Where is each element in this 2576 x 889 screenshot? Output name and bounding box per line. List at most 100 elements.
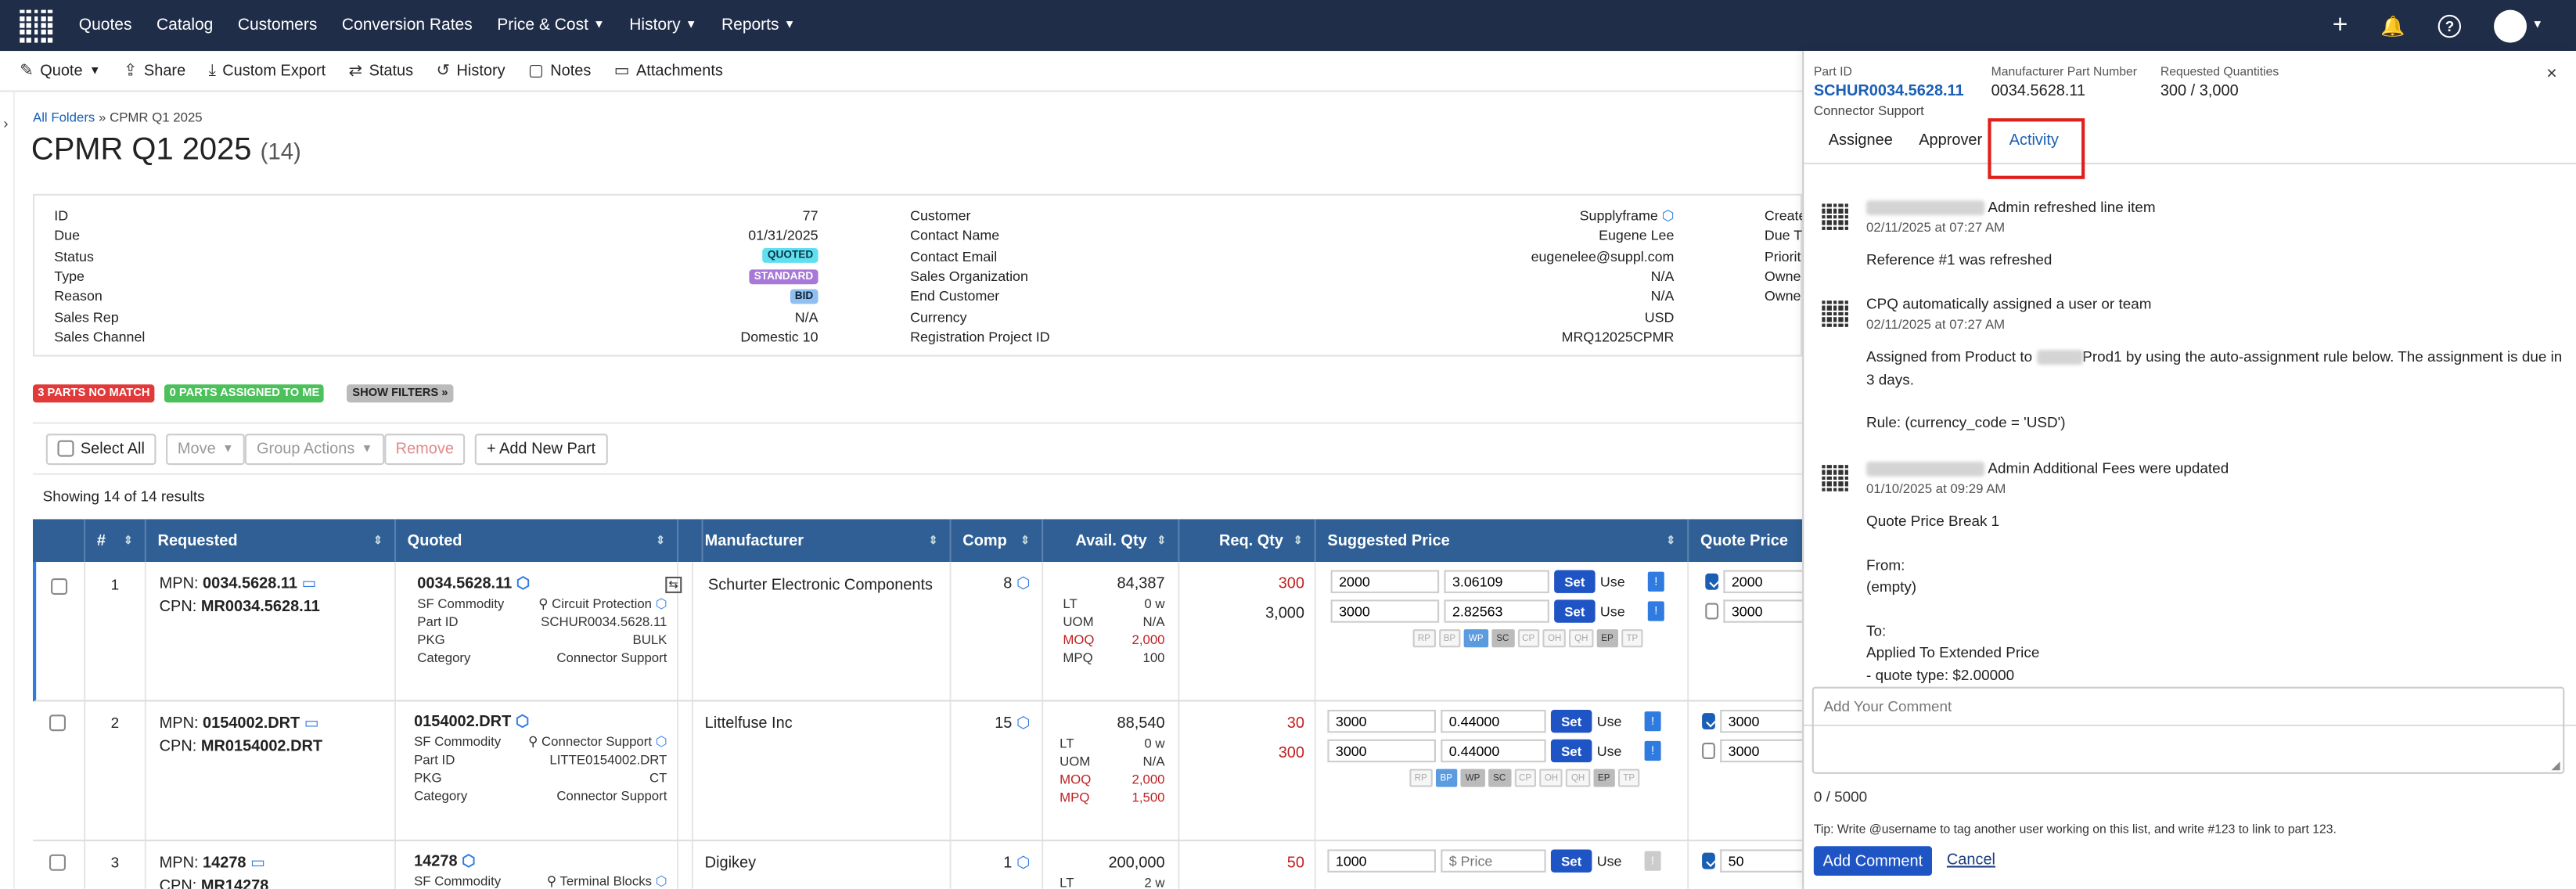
notes-button[interactable]: ▢ Notes	[528, 62, 591, 80]
header-manufacturer[interactable]: Manufacturer ⇕	[693, 519, 952, 563]
quote-menu-button[interactable]: ✎ Quote ▼	[20, 62, 100, 80]
user-menu[interactable]: ▼	[2494, 9, 2543, 42]
price-qty-input[interactable]	[1330, 599, 1440, 623]
resize-handle-icon[interactable]: ◢	[2551, 761, 2560, 772]
chip-wp[interactable]: WP	[1460, 768, 1485, 787]
set-button[interactable]: Set	[1554, 570, 1596, 593]
use-link[interactable]: Use	[1599, 573, 1625, 590]
chip-wp[interactable]: WP	[1463, 629, 1488, 648]
status-button[interactable]: ⇄ Status	[349, 62, 414, 80]
select-all-button[interactable]: Select All	[45, 433, 157, 465]
quoted-mpn[interactable]: 14278 ⬡	[414, 853, 667, 871]
comment-input[interactable]: Add Your Comment	[1811, 686, 2565, 774]
nav-price-cost[interactable]: Price & Cost ▼	[497, 16, 605, 34]
chip-bp[interactable]: BP	[1435, 768, 1458, 787]
row-checkbox[interactable]	[49, 714, 66, 732]
add-new-part-button[interactable]: + Add New Part	[475, 433, 607, 465]
chip-cp[interactable]: CP	[1513, 768, 1537, 787]
use-link[interactable]: Use	[1596, 852, 1622, 869]
price-qty-input[interactable]	[1327, 739, 1436, 763]
set-button[interactable]: Set	[1550, 849, 1592, 873]
chip-tp[interactable]: TP	[1617, 768, 1640, 787]
chip-ep[interactable]: EP	[1596, 629, 1618, 648]
quote-price-checkbox[interactable]	[1705, 603, 1719, 620]
price-value-input[interactable]	[1444, 570, 1549, 593]
chip-cp[interactable]: CP	[1516, 629, 1540, 648]
quote-price-checkbox[interactable]	[1702, 742, 1715, 759]
quoted-mpn[interactable]: 0154002.DRT ⬡	[414, 713, 667, 731]
price-value-input[interactable]	[1441, 739, 1546, 763]
chip-bp[interactable]: BP	[1438, 629, 1461, 648]
nav-quotes[interactable]: Quotes	[78, 16, 132, 35]
select-all-checkbox[interactable]	[57, 440, 74, 457]
nav-conversion-rates[interactable]: Conversion Rates	[341, 16, 473, 35]
quote-price-checkbox[interactable]	[1702, 852, 1715, 869]
app-logo-icon[interactable]	[20, 9, 53, 42]
quoted-mpn[interactable]: 0034.5628.11 ⬡	[417, 575, 667, 593]
set-button[interactable]: Set	[1550, 709, 1592, 733]
chip-rp[interactable]: RP	[1409, 768, 1433, 787]
move-button[interactable]: Move ▼	[166, 433, 246, 465]
set-button[interactable]: Set	[1550, 739, 1592, 763]
chip-oh[interactable]: OH	[1542, 629, 1567, 648]
info-flag-icon[interactable]: !	[1644, 740, 1661, 761]
breadcrumb-all-folders[interactable]: All Folders	[32, 110, 95, 125]
plus-icon[interactable]: +	[2332, 10, 2348, 39]
add-comment-button[interactable]: Add Comment	[1813, 846, 1933, 876]
chip-ep[interactable]: EP	[1592, 768, 1615, 787]
price-qty-input[interactable]	[1327, 849, 1436, 873]
price-value-input[interactable]	[1441, 709, 1546, 733]
nav-catalog[interactable]: Catalog	[156, 16, 214, 35]
custom-export-button[interactable]: ⤓ Custom Export	[209, 62, 326, 80]
comp-cell[interactable]: 1 ⬡	[952, 840, 1044, 889]
info-flag-icon[interactable]: !	[1644, 711, 1661, 732]
header-avail[interactable]: Avail. Qty ⇕	[1043, 519, 1180, 563]
attachments-button[interactable]: ▭ Attachments	[614, 62, 723, 80]
header-quote-price[interactable]: Quote Price	[1689, 519, 1802, 562]
datasheet-icon[interactable]: ⇆	[665, 576, 682, 593]
part-id-link[interactable]: SCHUR0034.5628.11	[1813, 81, 1964, 101]
share-button[interactable]: ⇪ Share	[124, 62, 185, 80]
quote-price-checkbox[interactable]	[1702, 713, 1715, 730]
bell-icon[interactable]: 🔔	[2380, 13, 2405, 38]
expand-arrow-icon[interactable]: ›	[3, 114, 9, 131]
nav-reports[interactable]: Reports ▼	[721, 16, 795, 34]
show-filters-button[interactable]: SHOW FILTERS »	[347, 384, 453, 403]
remove-button[interactable]: Remove	[383, 433, 466, 465]
chip-rp[interactable]: RP	[1412, 629, 1436, 648]
header-requested[interactable]: Requested ⇕	[146, 519, 396, 563]
set-button[interactable]: Set	[1554, 599, 1596, 623]
info-flag-icon[interactable]: !	[1647, 601, 1664, 621]
history-button[interactable]: ↺ History	[437, 62, 505, 80]
close-icon[interactable]: ×	[2546, 63, 2557, 85]
folder-icon[interactable]: ▭	[301, 574, 317, 593]
header-quoted[interactable]: Quoted ⇕	[396, 519, 679, 563]
header-comp[interactable]: Comp ⇕	[952, 519, 1044, 563]
info-flag-icon[interactable]: !	[1644, 851, 1661, 871]
cancel-link[interactable]: Cancel	[1946, 851, 1996, 869]
price-qty-input[interactable]	[1327, 709, 1436, 733]
use-link[interactable]: Use	[1596, 713, 1622, 730]
quote-price-checkbox[interactable]	[1705, 573, 1719, 590]
folder-icon[interactable]: ▭	[250, 854, 265, 873]
tab-activity[interactable]: Activity	[2009, 131, 2059, 150]
quote-price-input[interactable]	[1720, 709, 1803, 733]
tab-assignee[interactable]: Assignee	[1828, 131, 1893, 150]
nav-customers[interactable]: Customers	[237, 16, 318, 35]
no-match-filter[interactable]: 3 PARTS NO MATCH	[32, 384, 155, 403]
header-suggested[interactable]: Suggested Price ⇕	[1316, 519, 1689, 563]
folder-icon[interactable]: ▭	[304, 714, 319, 733]
chip-oh[interactable]: OH	[1539, 768, 1563, 787]
chip-qh[interactable]: QH	[1569, 629, 1593, 648]
row-checkbox[interactable]	[51, 578, 68, 596]
price-qty-input[interactable]	[1330, 570, 1440, 593]
assigned-filter[interactable]: 0 PARTS ASSIGNED TO ME	[164, 384, 325, 403]
help-icon[interactable]: ?	[2437, 13, 2462, 38]
row-checkbox[interactable]	[49, 854, 66, 871]
info-flag-icon[interactable]: !	[1647, 571, 1664, 592]
chip-qh[interactable]: QH	[1566, 768, 1590, 787]
quote-price-input[interactable]	[1723, 570, 1806, 593]
header-number[interactable]: # ⇕	[85, 519, 146, 563]
quote-price-input[interactable]	[1720, 739, 1803, 763]
nav-history[interactable]: History ▼	[629, 16, 696, 34]
